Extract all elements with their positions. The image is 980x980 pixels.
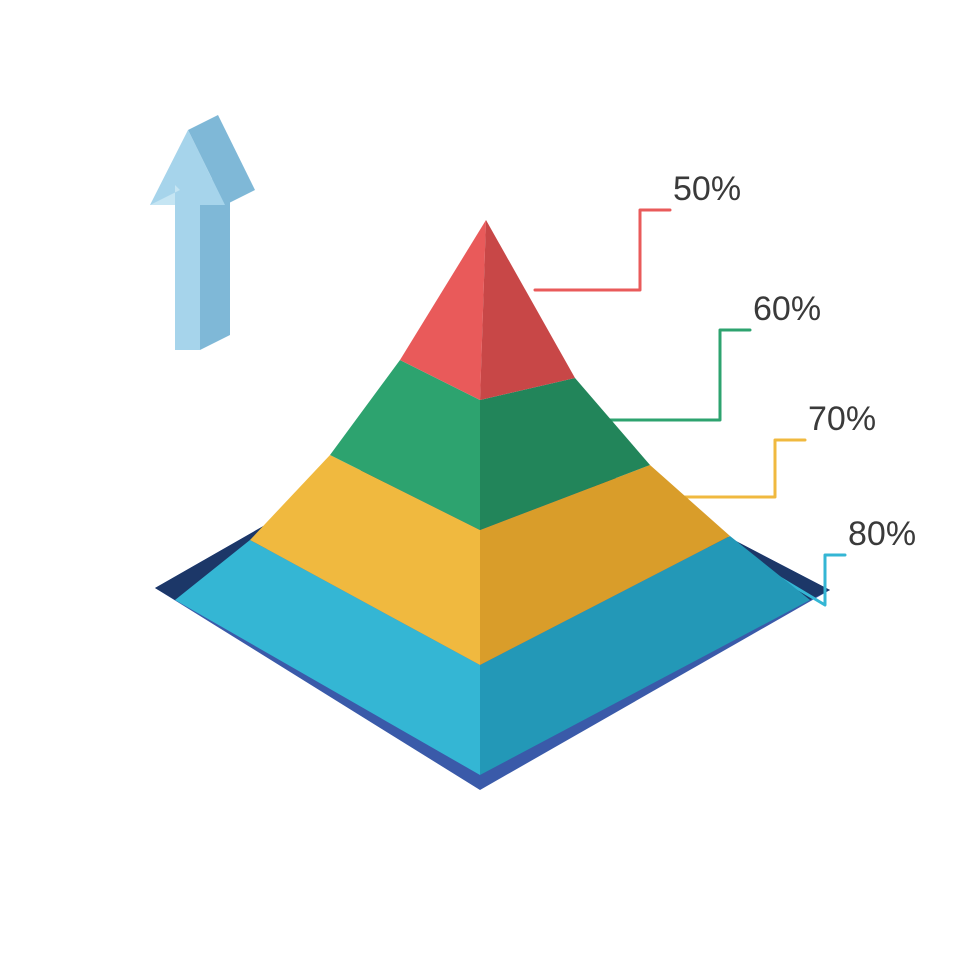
label-bottom: 80%: [848, 515, 916, 554]
arrow-shaft-front: [175, 185, 200, 350]
connector-upper-mid: [610, 330, 750, 420]
label-upper-mid: 60%: [753, 290, 821, 329]
label-top: 50%: [673, 170, 741, 209]
label-lower-mid: 70%: [808, 400, 876, 439]
tier-top-right: [480, 220, 575, 400]
pyramid-chart: 80% 70% 60% 50%: [0, 0, 980, 980]
connector-lower-mid: [685, 440, 805, 497]
connector-top: [535, 210, 670, 290]
